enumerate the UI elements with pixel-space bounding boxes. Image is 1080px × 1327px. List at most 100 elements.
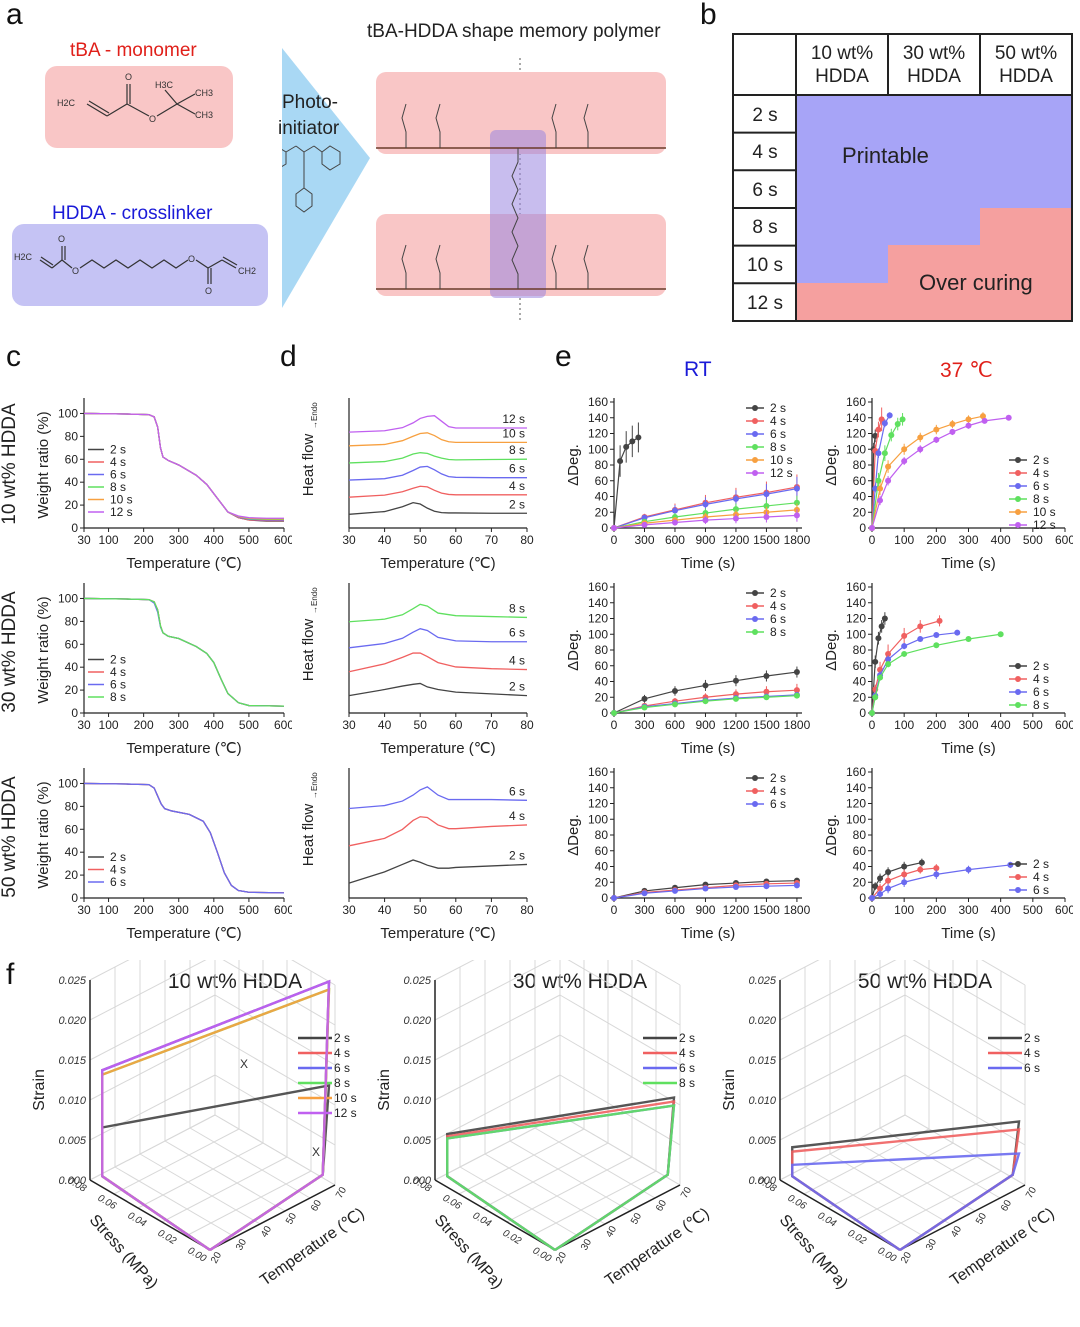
strain-3d-chart-10wt: 10 wt% HDDA 0.000 0.005 0.010 0.015 0.020 0.02… <box>31 960 368 1292</box>
data-point <box>611 895 617 901</box>
data-point <box>763 502 770 509</box>
x-tick-label: 600 <box>1055 903 1073 917</box>
grid-line <box>139 1153 261 1225</box>
series-label: 2 s <box>509 848 525 862</box>
grid-line <box>804 1166 926 1238</box>
x-tick-label: 600 <box>274 903 292 917</box>
series-line-6s <box>83 782 285 894</box>
legend-label: 6 s <box>679 1061 695 1075</box>
legend-marker <box>752 444 758 450</box>
data-point <box>732 677 739 684</box>
x-tick-label: 300 <box>634 533 654 547</box>
chart-title: 30 wt% HDDA <box>513 970 647 993</box>
y-tick-label: 20 <box>595 505 609 519</box>
data-point <box>732 695 739 702</box>
series-label: 2 s <box>509 497 525 511</box>
x-tick-label: 200 <box>134 718 154 732</box>
data-point <box>702 501 709 508</box>
y-tick-label: 140 <box>588 596 608 610</box>
data-point <box>979 413 986 420</box>
grid-line <box>434 1074 561 1141</box>
series-label: 12 s <box>502 412 525 426</box>
y-axis-label: ΔDeg. <box>565 629 582 671</box>
data-point <box>933 426 940 433</box>
x-tick-label: 30 <box>342 903 356 917</box>
grid-line <box>904 1074 1026 1146</box>
legend-label: 8 s <box>770 625 786 639</box>
stress-axis <box>89 1179 211 1251</box>
data-point <box>949 428 956 435</box>
legend-label: 10 s <box>1033 505 1056 519</box>
legend-label: 8 s <box>1033 698 1049 712</box>
data-point <box>878 623 885 630</box>
z-tick-label: 0.010 <box>58 1095 86 1107</box>
grid-line <box>164 1140 286 1212</box>
y-axis-label: ΔDeg. <box>565 444 582 486</box>
grid-line <box>291 960 336 986</box>
data-point <box>617 458 624 465</box>
atom-label: O <box>205 286 212 296</box>
legend-label: 8 s <box>679 1076 695 1090</box>
atom-label: H2C <box>57 98 76 108</box>
y-tick-label: 20 <box>65 498 79 512</box>
stress-axis <box>779 1179 901 1251</box>
x-tick-label: 70 <box>485 533 499 547</box>
column-header-10wt: 10 wt% <box>811 43 873 64</box>
legend-marker <box>752 405 758 411</box>
data-point <box>793 512 800 519</box>
data-point <box>917 623 924 630</box>
legend-label: 10 s <box>334 1091 357 1105</box>
data-point <box>885 650 892 657</box>
y-axis-label: Temperature (℃) <box>947 1205 1057 1289</box>
x-tick-label: 300 <box>958 903 978 917</box>
y-tick-label: 50 <box>284 1211 299 1227</box>
atom-label: O <box>58 234 65 244</box>
y-tick-label: 140 <box>846 596 866 610</box>
data-point <box>885 656 892 663</box>
grid-line <box>114 1166 236 1238</box>
grid-line <box>779 994 906 1061</box>
legend-marker <box>752 470 758 476</box>
x-tick-label: 1200 <box>723 718 750 732</box>
y-axis-label: Temperature (℃) <box>602 1205 712 1289</box>
x-tick-label: 500 <box>239 903 259 917</box>
y-tick-label: 0 <box>601 521 608 535</box>
x-tick-label: 0 <box>869 533 876 547</box>
column-header-10wt-sub: HDDA <box>815 66 869 87</box>
grid-line <box>185 1170 312 1237</box>
y-tick-label: 20 <box>899 1250 914 1266</box>
legend-label: 8 s <box>110 690 126 704</box>
column-header-30wt-sub: HDDA <box>907 66 961 87</box>
data-point <box>954 629 961 636</box>
temperature-axis <box>554 1184 681 1251</box>
data-point <box>793 692 800 699</box>
x-tick-label: 600 <box>274 718 292 732</box>
data-point <box>877 891 884 898</box>
grid-line <box>89 1114 216 1181</box>
y-tick-label: 100 <box>846 442 866 456</box>
grid-line <box>484 1153 606 1225</box>
legend-label: 6 s <box>770 612 786 626</box>
series-path-12s <box>101 979 331 1251</box>
legend-marker <box>1015 663 1021 669</box>
x-tick-label: 0.06 <box>786 1193 809 1212</box>
x-tick-label: 0.06 <box>441 1193 464 1212</box>
row-header: 6 s <box>752 180 777 201</box>
data-point <box>875 450 882 457</box>
series-path-6s <box>791 1152 1021 1251</box>
series-line-12s <box>871 417 1009 529</box>
legend-marker <box>1015 483 1021 489</box>
x-tick-label: 30 <box>77 718 91 732</box>
atom-label: H2C <box>14 252 33 262</box>
data-point <box>886 412 893 419</box>
y-tick-label: 120 <box>846 612 866 626</box>
temperature-axis <box>899 1184 1026 1251</box>
y-tick-label: 20 <box>595 690 609 704</box>
y-tick-label: 0 <box>859 891 866 905</box>
x-tick-label: 1500 <box>753 533 780 547</box>
y-tick-label: 70 <box>334 1185 349 1201</box>
chart-title: 50 wt% HDDA <box>858 970 992 993</box>
grid-line <box>779 1034 906 1101</box>
series-line-2s <box>348 682 528 697</box>
data-point <box>899 416 906 423</box>
